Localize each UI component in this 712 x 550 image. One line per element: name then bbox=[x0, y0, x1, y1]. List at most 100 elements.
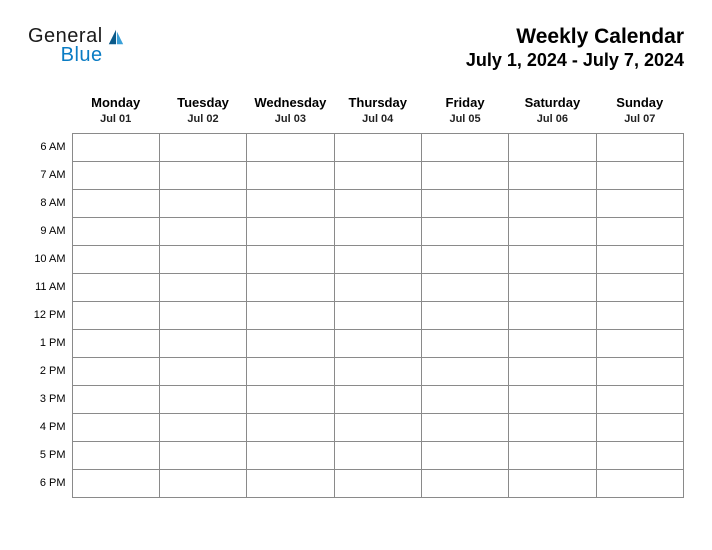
time-slot[interactable] bbox=[421, 469, 508, 497]
hour-row: 3 PM bbox=[28, 385, 684, 413]
time-slot[interactable] bbox=[247, 189, 334, 217]
time-slot[interactable] bbox=[509, 357, 596, 385]
time-slot[interactable] bbox=[596, 301, 683, 329]
time-slot[interactable] bbox=[334, 329, 421, 357]
time-slot[interactable] bbox=[334, 133, 421, 161]
day-head: Wednesday bbox=[247, 91, 334, 112]
time-slot[interactable] bbox=[72, 217, 159, 245]
time-slot[interactable] bbox=[72, 329, 159, 357]
time-slot[interactable] bbox=[159, 161, 246, 189]
time-slot[interactable] bbox=[159, 133, 246, 161]
time-slot[interactable] bbox=[334, 161, 421, 189]
time-slot[interactable] bbox=[247, 329, 334, 357]
day-date: Jul 04 bbox=[334, 112, 421, 134]
time-slot[interactable] bbox=[596, 273, 683, 301]
time-slot[interactable] bbox=[421, 217, 508, 245]
time-slot[interactable] bbox=[421, 301, 508, 329]
time-slot[interactable] bbox=[596, 329, 683, 357]
hour-label: 1 PM bbox=[28, 329, 72, 357]
time-slot[interactable] bbox=[509, 217, 596, 245]
time-slot[interactable] bbox=[596, 245, 683, 273]
time-slot[interactable] bbox=[72, 469, 159, 497]
time-slot[interactable] bbox=[159, 245, 246, 273]
time-slot[interactable] bbox=[247, 133, 334, 161]
time-slot[interactable] bbox=[421, 273, 508, 301]
time-slot[interactable] bbox=[509, 329, 596, 357]
time-slot[interactable] bbox=[159, 217, 246, 245]
time-slot[interactable] bbox=[334, 357, 421, 385]
time-slot[interactable] bbox=[159, 469, 246, 497]
time-slot[interactable] bbox=[596, 189, 683, 217]
time-slot[interactable] bbox=[509, 301, 596, 329]
time-slot[interactable] bbox=[72, 413, 159, 441]
time-slot[interactable] bbox=[159, 413, 246, 441]
time-slot[interactable] bbox=[159, 273, 246, 301]
time-slot[interactable] bbox=[596, 161, 683, 189]
time-slot[interactable] bbox=[159, 329, 246, 357]
time-slot[interactable] bbox=[421, 413, 508, 441]
time-slot[interactable] bbox=[509, 413, 596, 441]
time-slot[interactable] bbox=[159, 301, 246, 329]
time-slot[interactable] bbox=[334, 413, 421, 441]
time-slot[interactable] bbox=[596, 357, 683, 385]
time-slot[interactable] bbox=[72, 301, 159, 329]
time-slot[interactable] bbox=[509, 441, 596, 469]
time-slot[interactable] bbox=[334, 217, 421, 245]
time-slot[interactable] bbox=[421, 357, 508, 385]
time-slot[interactable] bbox=[334, 385, 421, 413]
time-slot[interactable] bbox=[247, 413, 334, 441]
time-slot[interactable] bbox=[596, 413, 683, 441]
time-slot[interactable] bbox=[596, 385, 683, 413]
time-slot[interactable] bbox=[159, 385, 246, 413]
time-slot[interactable] bbox=[247, 469, 334, 497]
time-slot[interactable] bbox=[334, 245, 421, 273]
time-slot[interactable] bbox=[72, 385, 159, 413]
time-slot[interactable] bbox=[247, 357, 334, 385]
time-slot[interactable] bbox=[334, 189, 421, 217]
time-slot[interactable] bbox=[159, 357, 246, 385]
time-slot[interactable] bbox=[247, 273, 334, 301]
time-slot[interactable] bbox=[421, 133, 508, 161]
time-slot[interactable] bbox=[334, 469, 421, 497]
time-slot[interactable] bbox=[421, 329, 508, 357]
calendar-body: 6 AM7 AM8 AM9 AM10 AM11 AM12 PM1 PM2 PM3… bbox=[28, 133, 684, 497]
time-slot[interactable] bbox=[159, 441, 246, 469]
time-slot[interactable] bbox=[421, 245, 508, 273]
time-slot[interactable] bbox=[72, 133, 159, 161]
time-slot[interactable] bbox=[596, 133, 683, 161]
time-slot[interactable] bbox=[421, 441, 508, 469]
calendar-page: General Blue Weekly Calendar July 1, 202… bbox=[0, 0, 712, 518]
time-slot[interactable] bbox=[596, 217, 683, 245]
time-slot[interactable] bbox=[596, 441, 683, 469]
time-slot[interactable] bbox=[247, 301, 334, 329]
time-slot[interactable] bbox=[247, 441, 334, 469]
time-slot[interactable] bbox=[72, 245, 159, 273]
hour-label: 12 PM bbox=[28, 301, 72, 329]
time-slot[interactable] bbox=[421, 189, 508, 217]
hour-row: 6 AM bbox=[28, 133, 684, 161]
time-slot[interactable] bbox=[509, 245, 596, 273]
time-slot[interactable] bbox=[509, 161, 596, 189]
time-slot[interactable] bbox=[72, 357, 159, 385]
time-slot[interactable] bbox=[334, 301, 421, 329]
time-slot[interactable] bbox=[421, 161, 508, 189]
time-slot[interactable] bbox=[509, 469, 596, 497]
time-slot[interactable] bbox=[159, 189, 246, 217]
time-slot[interactable] bbox=[509, 133, 596, 161]
time-slot[interactable] bbox=[247, 385, 334, 413]
time-slot[interactable] bbox=[72, 189, 159, 217]
time-slot[interactable] bbox=[247, 217, 334, 245]
time-slot[interactable] bbox=[72, 161, 159, 189]
time-slot[interactable] bbox=[247, 161, 334, 189]
day-date-row: Jul 01 Jul 02 Jul 03 Jul 04 Jul 05 Jul 0… bbox=[28, 112, 684, 134]
time-slot[interactable] bbox=[509, 385, 596, 413]
time-slot[interactable] bbox=[334, 441, 421, 469]
time-slot[interactable] bbox=[72, 273, 159, 301]
time-slot[interactable] bbox=[72, 441, 159, 469]
time-slot[interactable] bbox=[334, 273, 421, 301]
time-slot[interactable] bbox=[596, 469, 683, 497]
time-slot[interactable] bbox=[509, 189, 596, 217]
time-slot[interactable] bbox=[509, 273, 596, 301]
time-slot[interactable] bbox=[247, 245, 334, 273]
time-slot[interactable] bbox=[421, 385, 508, 413]
